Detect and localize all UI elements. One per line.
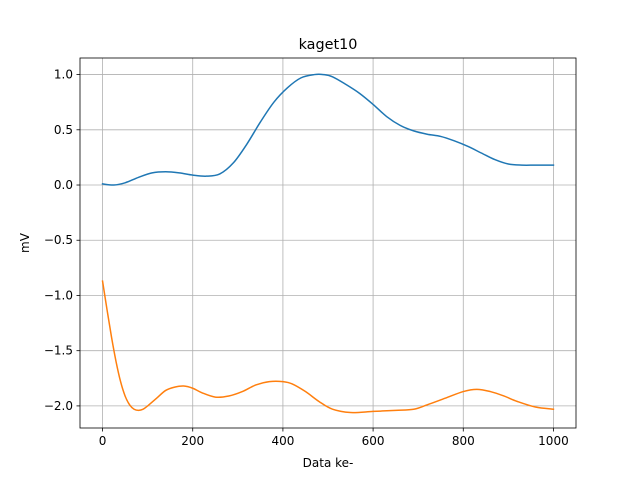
series-line-1 xyxy=(101,73,555,186)
x-tick-label: 600 xyxy=(362,434,385,448)
y-tick-label: 1.0 xyxy=(54,68,73,82)
y-tick-label: 0.5 xyxy=(54,123,73,137)
x-tick-label: 200 xyxy=(181,434,204,448)
y-tick-label: −0.5 xyxy=(44,233,73,247)
plot-area xyxy=(80,58,576,428)
series-line-2 xyxy=(101,280,555,414)
x-tick-label: 400 xyxy=(271,434,294,448)
chart-title: kaget10 xyxy=(299,37,358,53)
plot-frame xyxy=(79,57,577,429)
y-axis-label: mV xyxy=(18,232,32,253)
series-layer xyxy=(101,73,555,414)
grid-lines xyxy=(80,58,576,428)
x-axis-label: Data ke- xyxy=(303,456,354,470)
x-tick-label: 800 xyxy=(452,434,475,448)
y-tick-label: −1.5 xyxy=(44,344,73,358)
x-tick-label: 1000 xyxy=(538,434,569,448)
y-tick-label: −2.0 xyxy=(44,399,73,413)
y-axis: 1.0 0.5 0.0 −0.5 −1.0 −1.5 −2.0 xyxy=(44,68,80,413)
x-tick-label: 0 xyxy=(99,434,107,448)
x-axis: 0 200 400 600 800 1000 xyxy=(99,428,569,448)
y-tick-label: −1.0 xyxy=(44,288,73,302)
y-tick-label: 0.0 xyxy=(54,178,73,192)
